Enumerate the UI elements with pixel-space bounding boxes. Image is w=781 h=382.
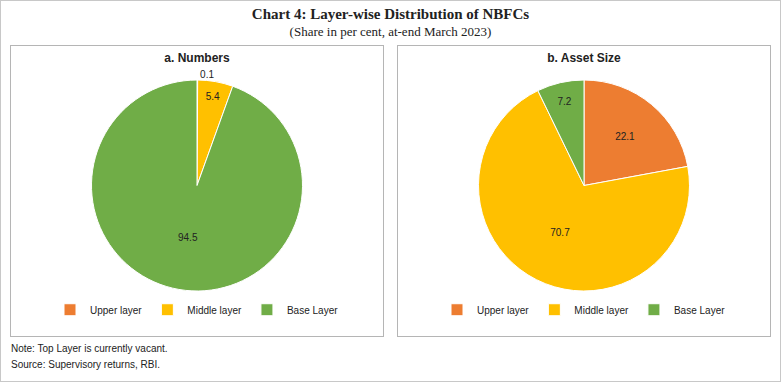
svg-text:5.4: 5.4 [206,91,220,102]
html-text:Source: Supervisory returns, R: Source: Supervisory returns, RBI. [11,359,160,370]
svg-text:Middle layer: Middle layer [574,305,629,316]
svg-text:Upper layer: Upper layer [477,305,529,316]
svg-text:a. Numbers: a. Numbers [164,51,230,65]
html-text:Chart 4: Layer-wise Distributi: Chart 4: Layer-wise Distribution of NBFC… [251,6,530,22]
svg-text:Middle layer: Middle layer [187,305,242,316]
svg-text:70.7: 70.7 [550,227,570,238]
svg-text:94.5: 94.5 [178,232,198,243]
svg-text:22.1: 22.1 [615,131,635,142]
svg-text:7.2: 7.2 [558,96,572,107]
html-text:(Share in per cent, at-end Mar: (Share in per cent, at-end March 2023) [289,24,492,39]
svg-text:b. Asset Size: b. Asset Size [547,51,621,65]
svg-text:Base Layer: Base Layer [674,305,725,316]
svg-text:Upper layer: Upper layer [90,305,142,316]
svg-text:Base Layer: Base Layer [287,305,338,316]
svg-text:0.1: 0.1 [200,69,214,80]
html-text:Note: Top Layer is currently v: Note: Top Layer is currently vacant. [11,343,168,354]
